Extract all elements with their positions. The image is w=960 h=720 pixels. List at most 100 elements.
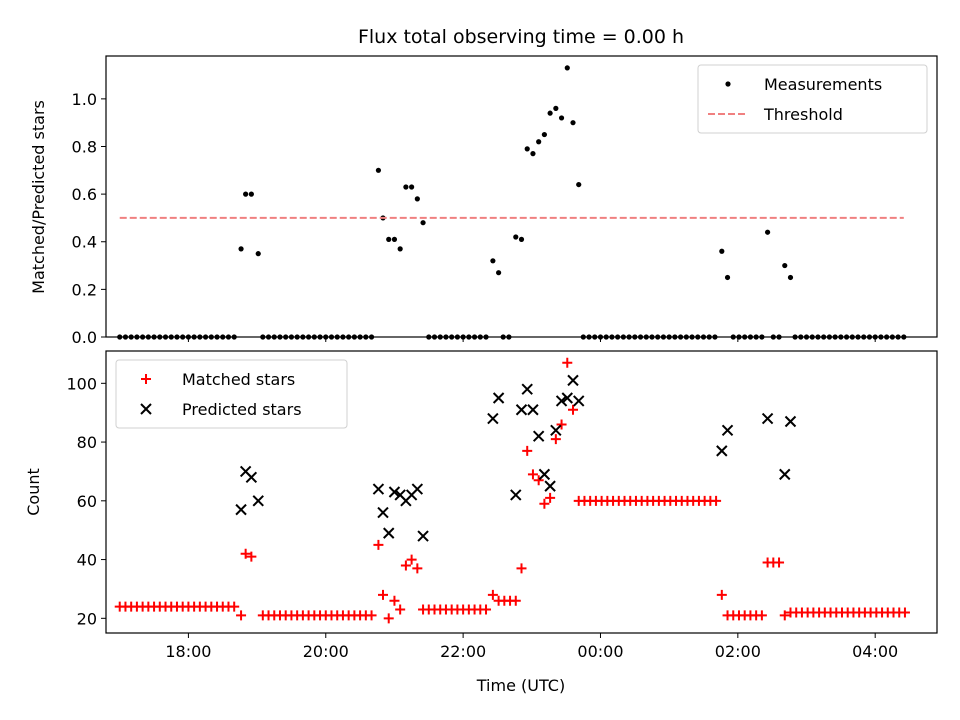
matched-stars-point xyxy=(539,498,550,509)
matched-stars-point xyxy=(240,548,251,559)
matched-stars-point xyxy=(711,495,722,506)
predicted-stars-point xyxy=(761,412,774,425)
bottom-legend: Matched stars Predicted stars xyxy=(115,359,348,429)
predicted-stars-point xyxy=(487,412,499,425)
legend-label-matched-stars: Matched stars xyxy=(182,370,295,389)
measurements-point xyxy=(513,234,519,240)
matched-stars-point xyxy=(522,445,533,456)
predicted-stars-point xyxy=(561,392,573,404)
matched-stars-point xyxy=(400,560,411,571)
measurements-point xyxy=(576,181,582,188)
matched-stars-point xyxy=(550,434,561,445)
matched-stars-point xyxy=(510,595,521,606)
chart-title: Flux total observing time = 0.00 h xyxy=(358,26,684,48)
predicted-stars-point xyxy=(555,395,568,407)
matched-stars-point xyxy=(516,563,527,574)
x-tick-label: 18:00 xyxy=(165,642,211,661)
matched-stars-point xyxy=(562,357,573,368)
predicted-stars-point xyxy=(388,486,401,498)
measurements-point xyxy=(558,115,565,121)
measurements-point xyxy=(541,131,547,138)
matched-stars-point xyxy=(229,601,240,612)
legend-label-threshold: Threshold xyxy=(763,105,843,124)
predicted-stars-point xyxy=(721,424,734,437)
x-axis-label: Time (UTC) xyxy=(476,676,565,695)
y-tick-label: 60 xyxy=(77,492,97,511)
y-tick-label: 40 xyxy=(77,551,97,570)
matched-stars-point xyxy=(899,607,910,618)
measurements-point xyxy=(414,196,420,202)
measurements-point xyxy=(782,262,788,269)
measurements-point xyxy=(764,229,771,235)
y-tick-label: 20 xyxy=(77,609,97,628)
measurements-point xyxy=(564,65,570,71)
matched-stars-point xyxy=(527,469,538,480)
measurements-point xyxy=(238,246,244,252)
predicted-stars-point xyxy=(573,395,585,407)
x-tick-label: 20:00 xyxy=(303,642,349,661)
bottom-y-axis-label: Count xyxy=(24,468,43,516)
y-tick-label: 100 xyxy=(66,374,97,393)
predicted-stars-point xyxy=(252,495,264,507)
matched-stars-point xyxy=(774,557,785,568)
predicted-stars-point xyxy=(567,374,579,387)
predicted-stars-point xyxy=(716,445,728,457)
predicted-stars-point xyxy=(510,489,522,501)
top-legend: Measurements Threshold xyxy=(697,64,928,134)
matched-stars-point xyxy=(779,610,790,621)
legend-swatch-measurements xyxy=(725,81,731,87)
y-tick-label: 1.0 xyxy=(72,90,97,109)
measurements-point xyxy=(524,146,530,152)
y-tick-label: 0.4 xyxy=(72,233,97,252)
predicted-stars-point xyxy=(538,468,551,481)
measurements-point xyxy=(490,258,496,264)
measurements-point xyxy=(496,270,502,276)
measurements-point xyxy=(420,220,426,226)
predicted-stars-point xyxy=(550,424,562,437)
matched-stars-point xyxy=(378,589,388,600)
matched-stars-point xyxy=(383,613,394,624)
matched-stars-point xyxy=(246,551,257,562)
x-tick-label: 02:00 xyxy=(715,642,761,661)
matched-stars-point xyxy=(406,554,417,565)
predicted-stars-point xyxy=(527,404,539,416)
measurements-point xyxy=(724,274,731,281)
matched-stars-point xyxy=(389,595,400,606)
predicted-stars-point xyxy=(515,404,528,416)
predicted-stars-point xyxy=(383,527,395,539)
x-tick-label: 04:00 xyxy=(852,642,898,661)
bottom-axes-frame xyxy=(105,350,938,634)
measurements-point xyxy=(248,191,254,197)
matched-stars-point xyxy=(395,604,406,615)
measurements-point xyxy=(787,274,794,281)
x-tick-label: 22:00 xyxy=(440,642,486,661)
matched-stars-point xyxy=(236,610,247,621)
measurements-point xyxy=(536,139,542,145)
predicted-stars-point xyxy=(532,430,545,442)
matched-stars-point xyxy=(533,475,544,486)
matched-stars-point xyxy=(481,604,492,615)
predicted-stars-point xyxy=(417,530,429,542)
matched-stars-point xyxy=(556,419,567,430)
y-tick-label: 0.8 xyxy=(72,137,97,156)
matched-stars-point xyxy=(366,610,377,621)
matched-stars-point xyxy=(545,492,556,503)
predicted-stars-point xyxy=(544,480,556,492)
matched-stars-point xyxy=(716,589,727,600)
predicted-stars-point xyxy=(492,392,505,404)
matched-stars-point xyxy=(756,610,767,621)
predicted-stars-point xyxy=(411,483,424,495)
measurements-point xyxy=(375,167,382,173)
y-tick-label: 0.6 xyxy=(72,185,97,204)
x-tick-label: 00:00 xyxy=(577,642,623,661)
measurements-point xyxy=(553,105,559,111)
predicted-stars-point xyxy=(779,468,791,481)
measurements-point xyxy=(391,236,398,242)
y-tick-label: 0.0 xyxy=(72,328,97,347)
top-panel: 0.0 0.2 0.4 0.6 0.8 1.0 Flux total observing … xyxy=(29,26,938,347)
measurements-point xyxy=(719,248,725,254)
measurements-point xyxy=(386,236,392,242)
predicted-stars-point xyxy=(521,383,533,395)
predicted-stars-point xyxy=(245,471,258,484)
